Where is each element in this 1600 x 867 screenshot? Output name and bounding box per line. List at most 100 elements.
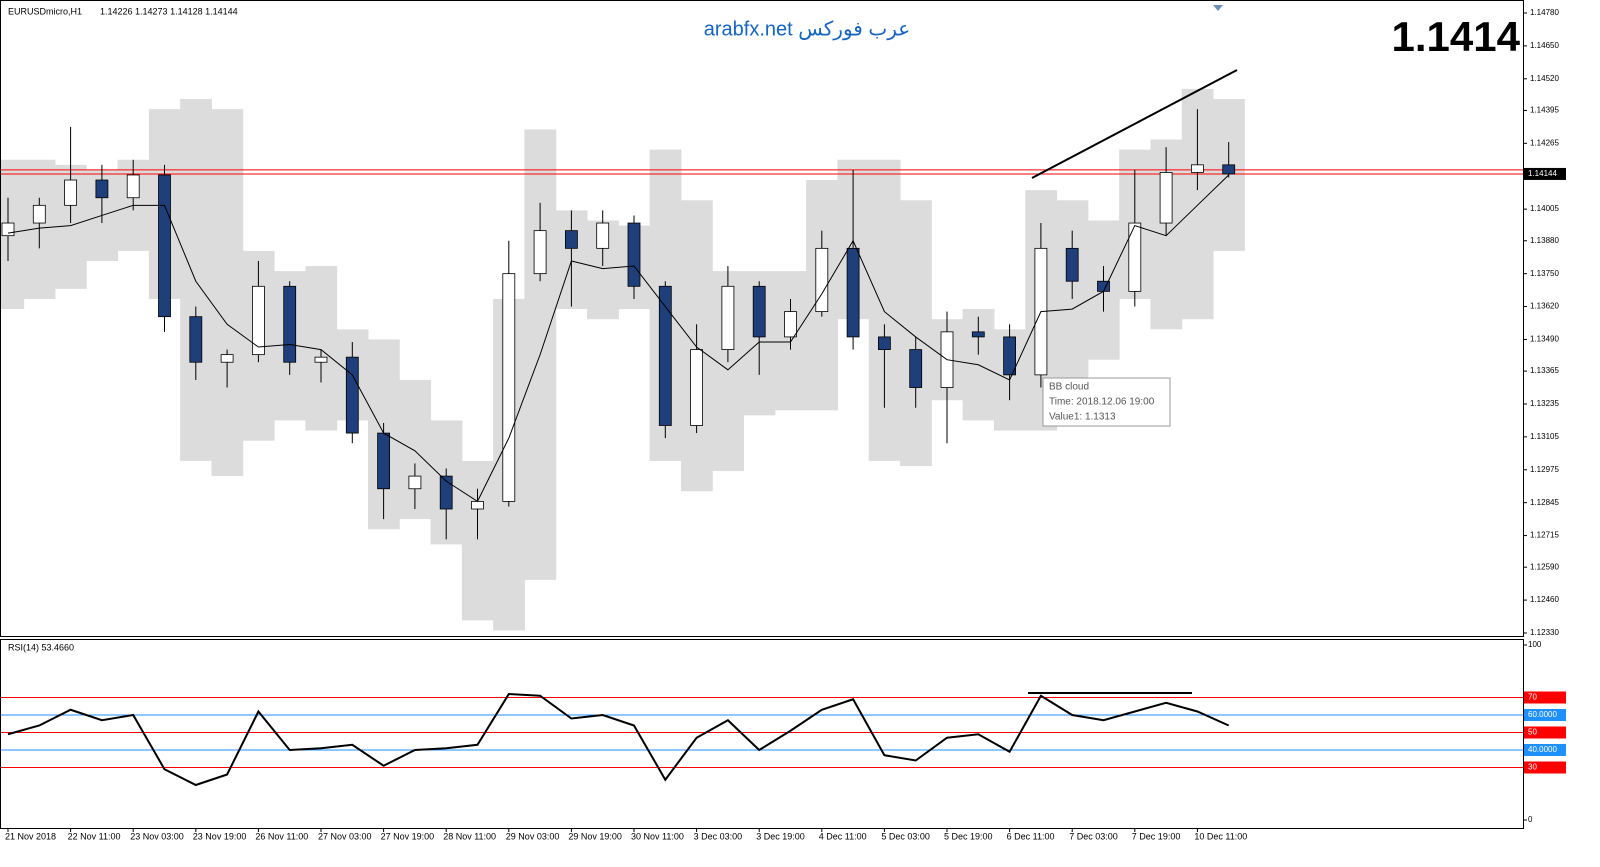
- x-tick-label: 6 Dec 11:00: [1007, 831, 1055, 841]
- y-tick-label: 1.13620: [1530, 302, 1559, 311]
- level-label-box: [1524, 726, 1566, 739]
- tooltip-box: [1042, 377, 1171, 427]
- candle-body: [95, 179, 109, 199]
- y-tick-label: 50: [1528, 728, 1537, 737]
- price-panel: 1.14780 1.14650 1.14520 1.14395 1.14265 1.140…: [0, 8, 1566, 637]
- tooltip: BB cloud Time: 2018.12.06 19:00 Value1: …: [1042, 377, 1171, 427]
- candle-body: [345, 356, 359, 434]
- y-tick-label: 40.0000: [1528, 745, 1557, 754]
- x-tick-label: 23 Nov 19:00: [193, 831, 247, 841]
- watermark: arabfx.net عرب فوركس: [704, 18, 910, 40]
- candle-body: [314, 356, 328, 363]
- y-tick-label: 1.14395: [1530, 106, 1559, 115]
- candle-body: [1128, 222, 1142, 292]
- x-tick-label: 27 Nov 03:00: [318, 831, 372, 841]
- candle-body: [32, 204, 46, 224]
- tooltip-title: BB cloud: [1049, 382, 1089, 393]
- rsi-title: RSI(14) 53.4660: [8, 642, 74, 652]
- candle-body: [220, 354, 234, 363]
- x-tick-label: 28 Nov 11:00: [443, 831, 496, 841]
- x-tick-label: 22 Nov 11:00: [68, 831, 121, 841]
- candle-body: [471, 501, 484, 510]
- y-tick-label: 1.12975: [1530, 465, 1559, 474]
- bb-cloud: [868, 159, 901, 461]
- candle-body: [283, 285, 297, 363]
- candle-body: [846, 247, 860, 338]
- y-tick-label: 1.14265: [1530, 138, 1559, 147]
- candle-body: [878, 336, 891, 350]
- candle-body: [533, 230, 547, 275]
- bb-cloud: [211, 109, 244, 477]
- candle-body: [1003, 336, 1016, 376]
- tooltip-time: Time: 2018.12.06 19:00: [1049, 397, 1155, 408]
- x-tick-label: 26 Nov 11:00: [255, 831, 308, 841]
- y-tick-label: 30: [1528, 763, 1537, 772]
- candle-body: [251, 285, 265, 356]
- y-tick-label: 1.13365: [1530, 366, 1559, 375]
- x-tick-label: 5 Dec 03:00: [881, 831, 930, 841]
- symbol-title: EURUSDmicro,H1: [8, 6, 82, 16]
- trend-line: [1031, 69, 1238, 179]
- y-tick-label: 70: [1528, 693, 1537, 702]
- y-tick-label: 0: [1528, 815, 1533, 824]
- candle-body: [721, 285, 735, 350]
- candle-body: [189, 316, 203, 363]
- price-frame: [0, 0, 1524, 637]
- x-tick-label: 7 Dec 03:00: [1069, 831, 1118, 841]
- y-tick-label: 1.14650: [1530, 41, 1559, 50]
- moving-average: [7, 174, 1230, 503]
- bb-cloud: [900, 200, 932, 466]
- candle-body: [1222, 164, 1236, 175]
- y-tick-label: 1.14005: [1530, 204, 1559, 213]
- level-label-box: [1524, 744, 1566, 756]
- candle-body: [752, 285, 766, 338]
- y-tick-label: 1.13105: [1530, 432, 1559, 441]
- candle-body: [565, 230, 578, 249]
- candle-body: [377, 432, 391, 490]
- candle-body: [815, 247, 829, 313]
- x-tick-label: 29 Nov 19:00: [568, 831, 622, 841]
- x-tick-label: 3 Dec 03:00: [694, 831, 743, 841]
- x-tick-label: 3 Dec 19:00: [756, 831, 805, 841]
- y-tick-label: 1.13235: [1530, 399, 1559, 408]
- candle-body: [502, 273, 516, 502]
- candle-body: [971, 331, 985, 338]
- candle-body: [1065, 247, 1079, 282]
- level-label-box: [1524, 709, 1566, 721]
- candle-body: [1, 222, 15, 237]
- tooltip-value: Value1: 1.1313: [1049, 412, 1116, 423]
- y-tick-label: 1.12715: [1530, 531, 1559, 540]
- rsi-line: [7, 692, 1230, 787]
- candle-body: [690, 349, 703, 426]
- y-tick-label: 1.14780: [1530, 8, 1559, 17]
- candle-body: [627, 222, 641, 287]
- y-tick-label: 1.13750: [1530, 269, 1559, 278]
- scroll-marker: [1213, 5, 1223, 11]
- last-price-label: 1.14144: [1528, 169, 1557, 178]
- y-tick-label: 1.12330: [1530, 628, 1559, 637]
- candle-body: [784, 311, 797, 338]
- y-tick-label: 1.13880: [1530, 236, 1559, 245]
- ohlc-header: 1.14226 1.14273 1.14128 1.14144: [100, 6, 238, 16]
- x-tick-label: 4 Dec 11:00: [819, 831, 867, 841]
- level-label-box: [1524, 761, 1566, 774]
- y-tick-label: 100: [1528, 640, 1542, 649]
- rsi-panel: 100 70 60.0000 50 40.0000 30 0 21 Nov 2018 22 No…: [1, 640, 1566, 841]
- x-tick-label: 10 Dec 11:00: [1194, 831, 1247, 841]
- bb-cloud: [461, 460, 494, 621]
- candle-body: [1159, 172, 1173, 224]
- x-tick-label: 7 Dec 19:00: [1132, 831, 1181, 841]
- candle-body: [158, 174, 171, 318]
- candle-body: [658, 285, 672, 426]
- y-tick-label: 1.12845: [1530, 498, 1559, 507]
- rsi-frame: [0, 639, 1524, 829]
- candle-body: [596, 222, 610, 249]
- candle-body: [408, 475, 422, 490]
- candle-body: [126, 174, 140, 199]
- candle-body: [909, 349, 923, 388]
- y-tick-label: 1.14520: [1530, 74, 1559, 83]
- x-tick-label: 27 Nov 19:00: [381, 831, 435, 841]
- y-tick-label: 1.13490: [1530, 335, 1559, 344]
